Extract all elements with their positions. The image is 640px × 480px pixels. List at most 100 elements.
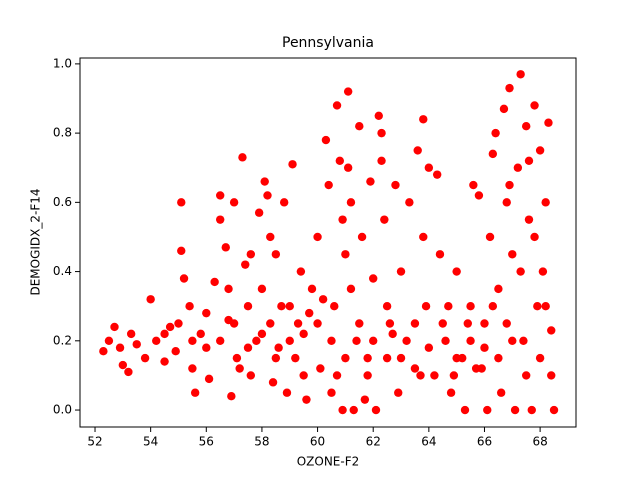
scatter-point: [480, 319, 489, 328]
scatter-point: [430, 371, 439, 380]
scatter-point: [494, 284, 503, 294]
scatter-point: [238, 153, 247, 162]
scatter-point: [327, 388, 336, 397]
scatter-point: [227, 391, 236, 401]
scatter-point: [494, 353, 503, 363]
scatter-point: [160, 357, 169, 366]
scatter-point: [438, 319, 447, 328]
scatter-point: [313, 319, 322, 328]
scatter-point: [152, 336, 161, 346]
scatter-point: [533, 301, 542, 311]
scatter-point: [524, 215, 534, 224]
scatter-point: [522, 371, 531, 380]
scatter-point: [188, 364, 197, 373]
scatter-point: [202, 308, 211, 318]
y-tick-label: 0.8: [53, 126, 72, 140]
scatter-point: [444, 301, 453, 311]
scatter-point: [177, 198, 186, 207]
scatter-point: [285, 336, 294, 346]
scatter-point: [510, 405, 520, 415]
y-axis-label: DEMOGIDX_2-F14: [29, 188, 43, 295]
scatter-point: [474, 191, 484, 200]
scatter-point: [502, 198, 511, 207]
y-tick-label: 1.0: [53, 56, 72, 70]
scatter-point: [485, 232, 495, 242]
scatter-point: [452, 353, 461, 363]
scatter-point: [421, 301, 431, 311]
scatter-point: [355, 121, 364, 131]
scatter-point: [527, 405, 536, 415]
scatter-point: [177, 246, 186, 256]
scatter-point: [243, 301, 253, 311]
scatter-point: [216, 191, 225, 200]
scatter-point: [547, 326, 556, 335]
scatter-point: [535, 146, 545, 155]
scatter-point: [132, 340, 141, 349]
scatter-point: [366, 177, 375, 186]
scatter-point: [324, 180, 333, 190]
scatter-point: [285, 301, 294, 311]
scatter-point: [413, 146, 422, 155]
scatter-point: [299, 371, 308, 380]
scatter-point: [382, 301, 392, 311]
scatter-point: [513, 163, 523, 172]
scatter-point: [174, 319, 183, 328]
scatter-point: [341, 353, 350, 363]
scatter-point: [391, 180, 400, 190]
scatter-point: [491, 128, 500, 138]
scatter-point: [179, 274, 189, 283]
scatter-point: [271, 353, 281, 363]
scatter-point: [146, 295, 155, 304]
scatter-point: [126, 329, 136, 339]
scatter-point: [388, 329, 397, 339]
scatter-point: [160, 329, 169, 339]
scatter-point: [516, 267, 525, 276]
scatter-point: [246, 250, 256, 259]
scatter-point: [202, 343, 211, 352]
scatter-point: [522, 121, 531, 131]
x-tick-label: 60: [310, 435, 325, 449]
scatter-point: [541, 198, 550, 207]
scatter-point: [332, 101, 342, 110]
scatter-point: [452, 267, 461, 276]
scatter-point: [377, 156, 386, 166]
x-axis-label: OZONE-F2: [297, 455, 360, 469]
chart-title: Pennsylvania: [282, 35, 374, 51]
scatter-point: [224, 284, 233, 294]
scatter-point: [229, 198, 239, 207]
scatter-point: [441, 336, 450, 346]
scatter-point: [343, 87, 353, 96]
scatter-point: [508, 336, 517, 346]
scatter-point: [488, 149, 498, 159]
scatter-point: [499, 104, 509, 114]
scatter-point: [483, 405, 492, 415]
scatter-point: [377, 128, 386, 138]
scatter-point: [263, 191, 272, 200]
scatter-point: [541, 301, 550, 311]
scatter-point: [110, 322, 119, 332]
scatter-point: [346, 198, 356, 207]
scatter-point: [432, 170, 442, 179]
scatter-point: [394, 388, 403, 397]
plot-frame: [79, 57, 577, 428]
scatter-point: [216, 336, 225, 346]
scatter-point: [363, 371, 372, 380]
scatter-point: [235, 364, 244, 373]
scatter-point: [385, 319, 395, 328]
y-tick-label: 0.6: [53, 195, 72, 209]
scatter-point: [313, 232, 322, 242]
scatter-point: [463, 319, 472, 328]
scatter-point: [346, 284, 356, 294]
scatter-point: [229, 319, 239, 328]
scatter-point: [118, 360, 128, 370]
y-tick-label: 0.4: [53, 264, 72, 278]
scatter-point: [252, 336, 261, 346]
x-tick-label: 64: [421, 435, 436, 449]
scatter-point: [524, 156, 534, 166]
scatter-point: [296, 267, 306, 276]
scatter-point: [416, 371, 425, 380]
x-tick-label: 54: [143, 435, 158, 449]
scatter-point: [140, 353, 150, 363]
scatter-point: [266, 319, 275, 328]
